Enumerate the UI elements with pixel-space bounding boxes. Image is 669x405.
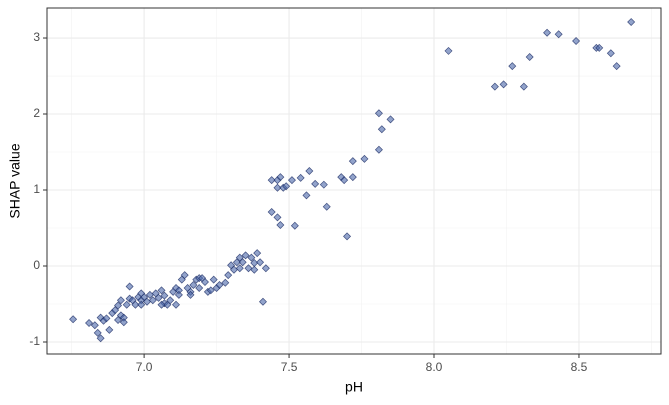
- point: [261, 264, 270, 273]
- point: [348, 157, 357, 166]
- point: [276, 173, 285, 182]
- point: [253, 249, 262, 258]
- point: [554, 30, 563, 39]
- y-tick-label: 0: [33, 258, 40, 272]
- point: [360, 154, 369, 163]
- panel-border: [46, 7, 662, 355]
- grid: [47, 8, 661, 354]
- point: [241, 251, 250, 260]
- point: [154, 293, 163, 302]
- point: [172, 300, 180, 309]
- point: [148, 296, 157, 305]
- point: [319, 180, 328, 189]
- point: [85, 319, 94, 327]
- point: [96, 334, 105, 343]
- point: [160, 291, 169, 300]
- point: [69, 315, 78, 324]
- x-tick-label: 7.5: [281, 360, 298, 374]
- point: [290, 221, 299, 230]
- point: [499, 80, 508, 89]
- point: [282, 182, 291, 191]
- point: [311, 179, 320, 188]
- point: [287, 176, 296, 185]
- point: [348, 173, 357, 182]
- point: [157, 286, 166, 295]
- point: [174, 290, 183, 299]
- point: [572, 37, 581, 46]
- point: [209, 275, 218, 284]
- point: [90, 321, 99, 330]
- point: [206, 286, 215, 295]
- point: [235, 264, 244, 273]
- point: [543, 28, 552, 37]
- point: [276, 220, 285, 229]
- point: [200, 277, 209, 286]
- point: [627, 18, 636, 27]
- axes: 7.0 7.5 8.0 8.5 -1 0 1 2 3: [29, 30, 587, 374]
- point: [519, 82, 528, 91]
- point: [267, 208, 276, 217]
- points: [69, 18, 636, 343]
- point: [322, 202, 331, 211]
- x-tick-label: 7.0: [136, 360, 153, 374]
- point: [131, 300, 140, 309]
- point: [340, 176, 349, 185]
- point: [273, 183, 282, 192]
- point: [186, 290, 195, 299]
- point: [377, 125, 386, 134]
- point: [273, 213, 282, 222]
- point: [137, 300, 146, 309]
- point: [258, 297, 267, 306]
- point: [119, 318, 128, 327]
- point: [606, 49, 615, 58]
- point: [180, 271, 189, 280]
- point: [221, 278, 230, 287]
- point: [250, 265, 259, 274]
- point: [374, 109, 383, 118]
- point: [93, 328, 102, 337]
- point: [343, 232, 352, 241]
- point: [374, 145, 383, 154]
- point: [215, 281, 224, 289]
- point: [238, 258, 247, 267]
- point: [114, 301, 123, 310]
- point: [444, 46, 453, 55]
- x-axis-title: pH: [345, 379, 363, 395]
- point: [157, 300, 166, 309]
- point: [125, 282, 134, 291]
- point: [305, 167, 314, 176]
- point: [195, 284, 204, 293]
- point: [595, 43, 604, 52]
- point: [386, 115, 395, 124]
- y-tick-label: 1: [33, 182, 40, 196]
- y-axis-title: SHAP value: [7, 143, 23, 218]
- point: [105, 325, 114, 334]
- point: [612, 62, 621, 71]
- point: [490, 82, 499, 91]
- point: [114, 315, 123, 324]
- point: [224, 271, 233, 280]
- point: [122, 300, 131, 309]
- point: [267, 176, 276, 185]
- point: [302, 191, 311, 200]
- point: [247, 253, 256, 262]
- point: [256, 258, 265, 267]
- x-tick-label: 8.0: [426, 360, 443, 374]
- point: [166, 296, 175, 305]
- x-tick-label: 8.5: [571, 360, 588, 374]
- y-tick-label: -1: [29, 334, 40, 348]
- point: [189, 281, 198, 289]
- point: [296, 173, 305, 182]
- point: [244, 264, 253, 273]
- point: [525, 53, 534, 62]
- point: [508, 62, 517, 71]
- y-tick-label: 3: [33, 30, 40, 44]
- point: [116, 296, 125, 305]
- point: [102, 314, 111, 323]
- y-tick-label: 2: [33, 106, 40, 120]
